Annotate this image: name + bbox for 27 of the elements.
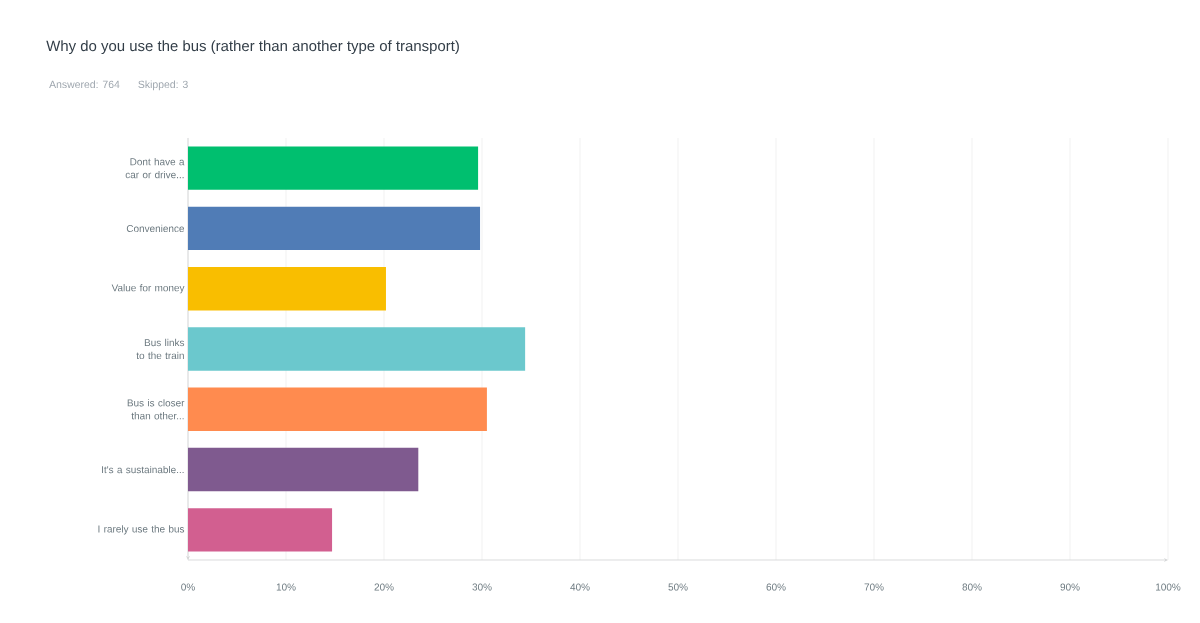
x-tick-label: 70% xyxy=(864,583,884,591)
y-tick-label: It's a sustainable... xyxy=(102,465,184,474)
x-tick-label: 60% xyxy=(766,583,786,591)
x-tick-label: 30% xyxy=(472,583,492,591)
x-tick-label: 40% xyxy=(570,583,590,591)
chart-title: Why do you use the bus (rather than another type of transport) xyxy=(46,40,459,55)
x-tick-label: 20% xyxy=(374,583,394,591)
bar xyxy=(188,327,526,371)
x-tick-label: 50% xyxy=(668,583,688,591)
bar xyxy=(188,387,487,431)
x-tick-label: 80% xyxy=(962,583,982,591)
x-tick-label: 0% xyxy=(181,583,195,591)
y-tick-label: Dont have a car or drive... xyxy=(125,158,185,179)
y-tick-label: Bus links to the train xyxy=(136,338,185,360)
bar xyxy=(188,447,419,492)
bar xyxy=(188,206,481,251)
bar xyxy=(188,508,333,552)
x-tick-label: 10% xyxy=(276,583,296,591)
chart-subtitle: Answered: 764 Skipped: 3 xyxy=(49,80,188,91)
bar xyxy=(188,267,386,311)
y-tick-label: Convenience xyxy=(126,224,185,233)
y-tick-label: I rarely use the bus xyxy=(98,525,185,535)
x-tick-label: 100% xyxy=(1156,583,1181,591)
y-tick-label: Bus is closer than other... xyxy=(127,399,185,420)
x-tick-label: 90% xyxy=(1060,583,1080,591)
y-tick-label: Value for money xyxy=(111,284,185,294)
bar xyxy=(188,146,479,190)
